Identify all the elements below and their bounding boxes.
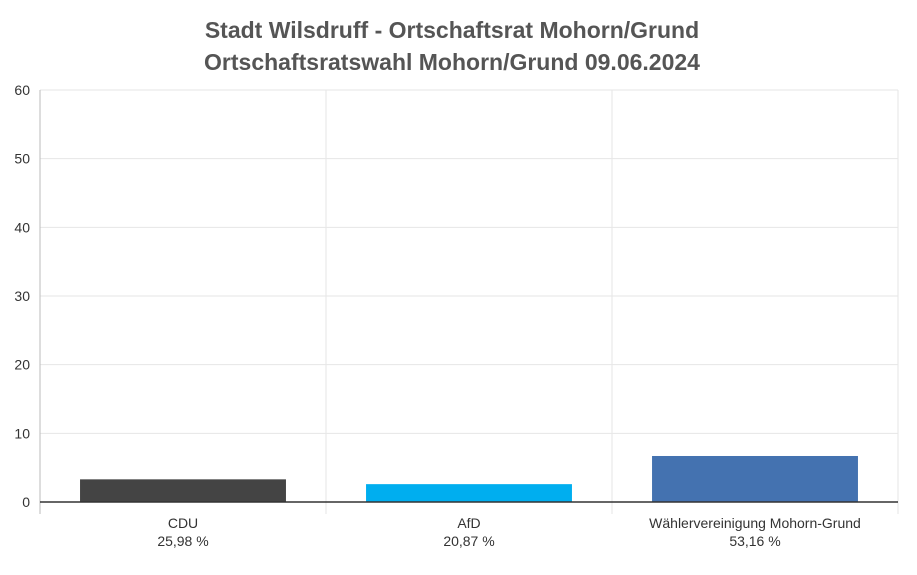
- y-tick-label: 20: [14, 357, 30, 373]
- x-category-label: Wählervereinigung Mohorn-Grund: [649, 515, 861, 531]
- x-category-label: AfD: [457, 515, 480, 531]
- grid: [40, 89, 899, 514]
- y-tick-label: 60: [14, 82, 30, 98]
- y-tick-label: 30: [14, 288, 30, 304]
- x-axis: CDU 25,98 % AfD 20,87 % Wählervereinigung Mo…: [40, 501, 898, 549]
- x-category-percent: 25,98 %: [157, 533, 208, 549]
- bars: [80, 455, 858, 502]
- y-tick-label: 0: [22, 494, 30, 510]
- bar-1: [366, 484, 572, 502]
- chart-title: Stadt Wilsdruff - Ortschaftsrat Mohorn/G…: [205, 17, 699, 43]
- chart-subtitle: Ortschaftsratswahl Mohorn/Grund 09.06.20…: [204, 49, 700, 75]
- bar-0: [80, 479, 286, 502]
- y-tick-label: 10: [14, 425, 30, 441]
- bar-2: [652, 455, 858, 502]
- y-axis: 0 10 20 30 40 50 60: [14, 82, 41, 514]
- y-tick-label: 40: [14, 219, 30, 235]
- x-category-percent: 20,87 %: [443, 533, 494, 549]
- y-tick-label: 50: [14, 151, 30, 167]
- x-category-percent: 53,16 %: [729, 533, 780, 549]
- x-category-label: CDU: [168, 515, 198, 531]
